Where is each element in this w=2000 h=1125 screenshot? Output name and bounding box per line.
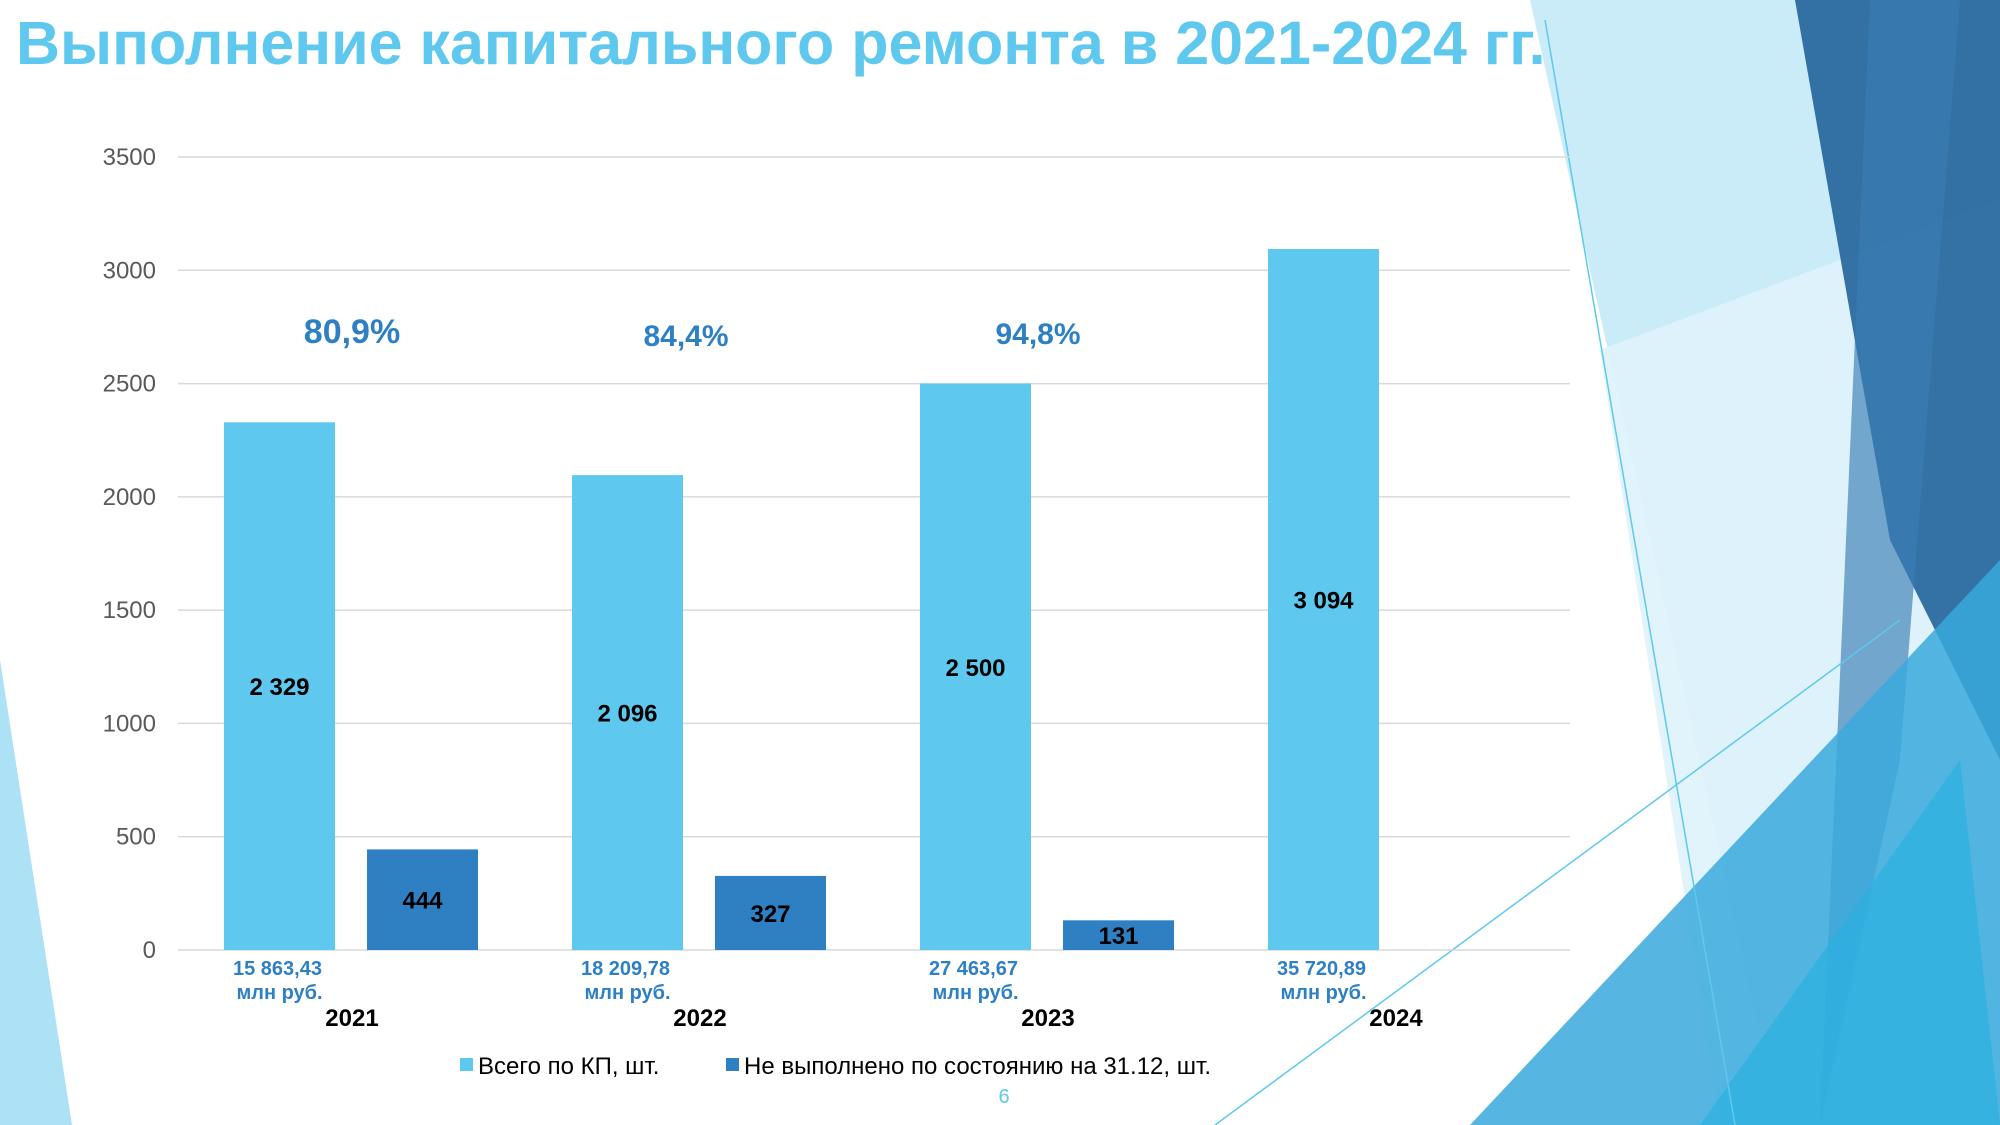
bar-unfulfilled — [715, 875, 826, 950]
bar-total — [224, 422, 335, 950]
bar-total — [920, 383, 1031, 951]
financing-amount: 35 720,89 — [1277, 958, 1366, 980]
bar-unfulfilled — [1063, 920, 1174, 950]
completion-percent-label: 94,8% — [995, 318, 1080, 351]
financing-unit: млн руб. — [236, 982, 322, 1004]
chart-bars — [224, 248, 1379, 951]
data-label-unfulfilled: 444 — [402, 888, 443, 915]
legend-item: Всего по КП, шт. — [460, 1053, 659, 1080]
page-title: Выполнение капитального ремонта в 2021-2… — [16, 9, 1546, 77]
legend-swatch — [460, 1058, 473, 1071]
y-tick-label: 1500 — [103, 597, 156, 624]
deco-thin-line-1 — [1544, 19, 1736, 1125]
y-tick-label: 2000 — [103, 484, 156, 511]
financing-amount: 27 463,67 — [929, 958, 1018, 980]
financing-amount: 18 209,78 — [581, 958, 670, 980]
page-number: 6 — [998, 1086, 1009, 1108]
data-label-total: 2 329 — [249, 674, 309, 701]
x-category-label: 2021 — [325, 1005, 378, 1032]
data-label-unfulfilled: 327 — [750, 901, 790, 928]
data-label-total: 3 094 — [1293, 587, 1354, 614]
bar-total — [1268, 248, 1379, 950]
y-tick-label: 2500 — [103, 371, 156, 398]
y-tick-label: 1000 — [103, 710, 156, 737]
x-category-label: 2024 — [1369, 1005, 1423, 1032]
legend-label: Всего по КП, шт. — [478, 1053, 659, 1080]
x-category-label: 2022 — [673, 1005, 726, 1032]
y-tick-label: 500 — [116, 824, 156, 851]
y-tick-label: 0 — [143, 937, 156, 964]
x-axis: 2021 2022 2023 2024 — [325, 1005, 1423, 1032]
financing-unit: млн руб. — [1280, 982, 1366, 1004]
data-label-total: 2 500 — [945, 655, 1005, 682]
legend-label: Не выполнено по состоянию на 31.12, шт. — [744, 1053, 1211, 1080]
x-category-label: 2023 — [1021, 1005, 1074, 1032]
y-axis-ticks: 0 500 1000 1500 2000 2500 3000 3500 — [103, 144, 156, 964]
bar-total — [572, 475, 683, 950]
data-label-unfulfilled: 131 — [1098, 923, 1138, 950]
data-label-total: 2 096 — [597, 701, 657, 728]
y-tick-label: 3000 — [103, 257, 156, 284]
legend-swatch — [726, 1058, 739, 1071]
completion-percent-label: 84,4% — [643, 320, 728, 353]
financing-unit: млн руб. — [932, 982, 1018, 1004]
bar-unfulfilled — [367, 849, 478, 950]
chart-legend: Всего по КП, шт. Не выполнено по состояни… — [460, 1053, 1211, 1080]
completion-percent-label: 80,9% — [304, 313, 400, 351]
financing-amount: 15 863,43 — [233, 958, 322, 980]
deco-thin-line-2 — [1214, 619, 1901, 1125]
deco-left-sliver — [0, 660, 72, 1125]
deco-bottom-light-triangle — [1700, 760, 2000, 1125]
y-tick-label: 3500 — [103, 144, 156, 171]
financing-unit: млн руб. — [584, 982, 670, 1004]
legend-item: Не выполнено по состоянию на 31.12, шт. — [726, 1053, 1211, 1080]
